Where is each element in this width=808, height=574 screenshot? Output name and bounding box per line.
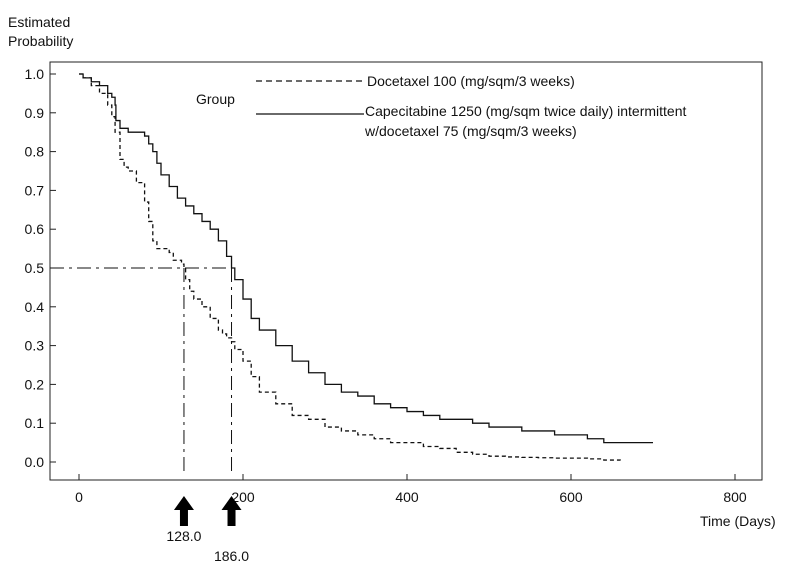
- y-tick-label: 0.5: [25, 260, 45, 276]
- y-tick-label: 0.1: [25, 415, 45, 431]
- median-label: 186.0: [214, 548, 249, 564]
- legend-title: Group: [196, 91, 235, 107]
- y-tick-label: 0.8: [25, 144, 45, 160]
- arrow-up-icon: [221, 496, 242, 526]
- x-tick-label: 200: [231, 489, 255, 505]
- y-axis-label-line1: Estimated: [8, 14, 70, 30]
- y-axis: 0.0 0.1 0.2 0.3 0.4 0.5 0.6 0.7 0.8 0.9 1.0: [25, 66, 56, 470]
- y-tick-label: 1.0: [25, 66, 45, 82]
- y-tick-label: 0.7: [25, 182, 45, 198]
- x-tick-label: 800: [723, 489, 747, 505]
- x-tick-label: 400: [395, 489, 419, 505]
- x-tick-label: 0: [75, 489, 83, 505]
- median-label: 128.0: [166, 528, 201, 544]
- legend-label-capecitabine-line2: w/docetaxel 75 (mg/sqm/3 weeks): [364, 123, 577, 139]
- x-axis-label: Time (Days): [700, 513, 776, 529]
- median-annotations: 128.0 186.0: [166, 496, 249, 564]
- y-tick-label: 0.2: [25, 376, 45, 392]
- series-capecitabine-line: [79, 73, 653, 444]
- legend-label-docetaxel: Docetaxel 100 (mg/sqm/3 weeks): [367, 73, 575, 89]
- y-tick-label: 0.3: [25, 338, 45, 354]
- series-docetaxel-line: [79, 73, 621, 461]
- median-reference-lines: [50, 267, 233, 472]
- legend: Group Docetaxel 100 (mg/sqm/3 weeks) Cap…: [196, 73, 686, 139]
- y-tick-label: 0.4: [25, 299, 45, 315]
- legend-label-capecitabine-line1: Capecitabine 1250 (mg/sqm twice daily) i…: [365, 103, 686, 119]
- series-group: [79, 73, 653, 461]
- x-axis: 0 200 400 600 800: [75, 474, 747, 505]
- arrow-up-icon: [173, 496, 194, 526]
- y-tick-label: 0.0: [25, 454, 45, 470]
- y-tick-label: 0.6: [25, 221, 45, 237]
- plot-frame: [49, 61, 763, 481]
- y-axis-label-line2: Probability: [8, 33, 73, 49]
- x-tick-label: 600: [559, 489, 583, 505]
- y-tick-label: 0.9: [25, 105, 45, 121]
